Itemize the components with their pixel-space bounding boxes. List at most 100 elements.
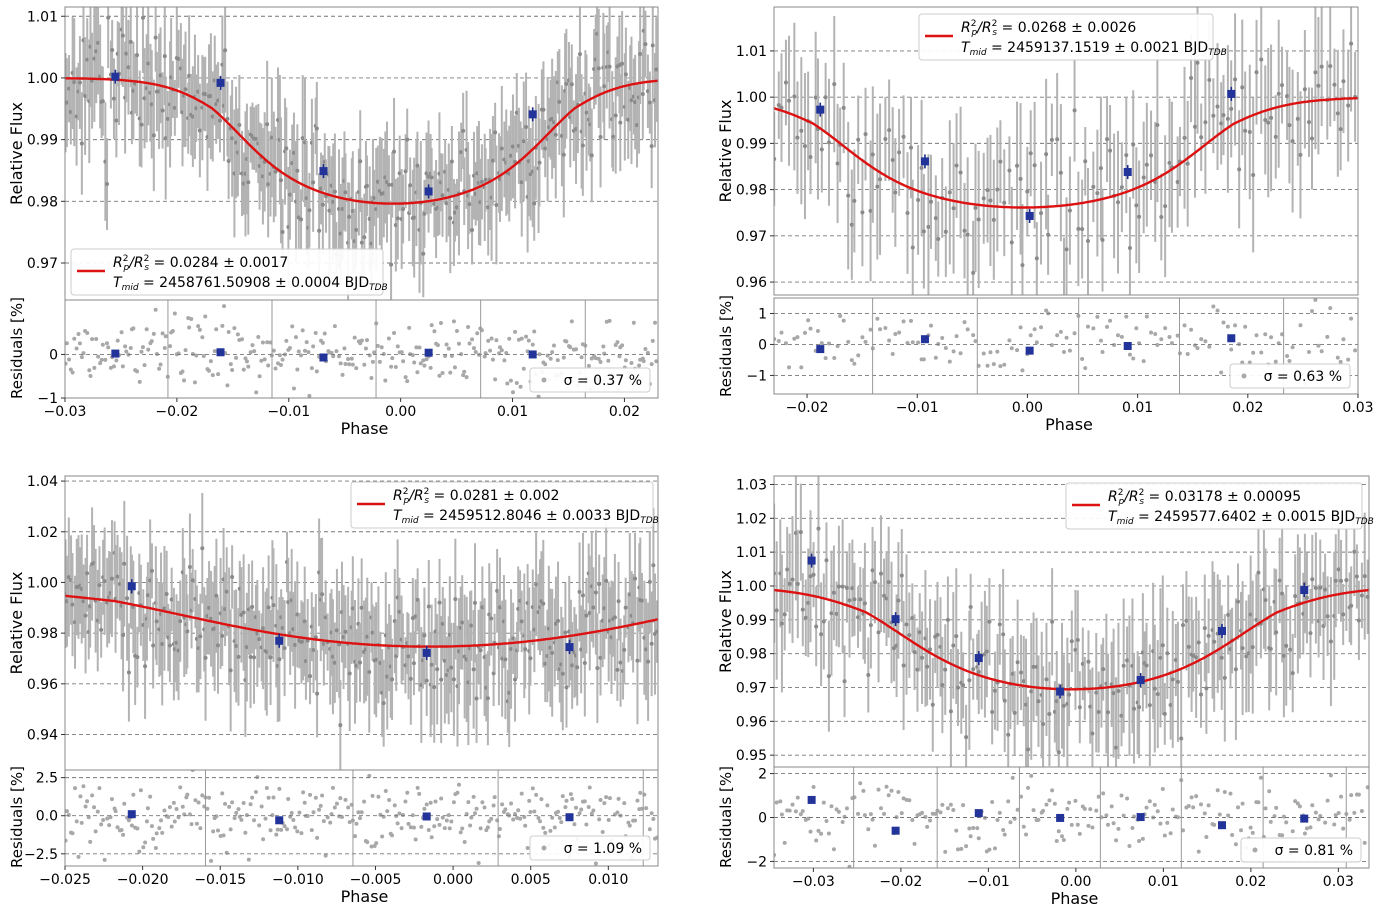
residual-point xyxy=(225,383,230,388)
data-point xyxy=(1131,142,1136,147)
data-point xyxy=(844,585,849,590)
residual-point xyxy=(1153,331,1158,336)
residual-point xyxy=(620,343,625,348)
residual-point xyxy=(503,807,508,812)
residual-point xyxy=(574,347,579,352)
ytick-label: 0.99 xyxy=(736,136,767,152)
data-point xyxy=(164,591,169,596)
residual-point xyxy=(1309,309,1314,314)
binned-residual xyxy=(528,350,537,359)
data-point xyxy=(109,576,114,581)
data-point xyxy=(300,136,305,141)
residual-point xyxy=(443,353,448,358)
binned-point xyxy=(1227,89,1236,98)
data-point xyxy=(1328,64,1333,69)
residual-point xyxy=(548,828,553,833)
data-point xyxy=(1325,614,1330,619)
residual-point xyxy=(1049,343,1054,348)
data-point xyxy=(1349,41,1354,46)
data-point xyxy=(537,160,542,165)
residual-point xyxy=(476,860,481,865)
residual-point xyxy=(290,324,295,329)
residual-point xyxy=(1119,793,1124,798)
residual-point xyxy=(866,827,871,832)
residual-point xyxy=(1217,812,1222,817)
residual-point xyxy=(518,816,523,821)
data-point xyxy=(422,633,427,638)
residual-point xyxy=(1325,334,1330,339)
residual-point xyxy=(475,331,480,336)
residual-point xyxy=(357,816,362,821)
data-point xyxy=(287,192,292,197)
data-point xyxy=(252,655,257,660)
data-point xyxy=(295,168,300,173)
residual-point xyxy=(635,798,640,803)
data-point xyxy=(197,128,202,133)
residual-point xyxy=(163,334,168,339)
residual-point xyxy=(1248,825,1253,830)
data-points xyxy=(774,476,1369,767)
data-point xyxy=(886,580,891,585)
data-point xyxy=(79,141,84,146)
residual-point xyxy=(246,857,251,862)
residual-point xyxy=(83,804,88,809)
data-point xyxy=(943,229,948,234)
xtick-label: −0.020 xyxy=(117,872,169,888)
residual-point xyxy=(1341,826,1346,831)
data-point xyxy=(1088,704,1093,709)
residual-point xyxy=(276,361,281,366)
residual-point xyxy=(973,339,978,344)
residual-point xyxy=(1240,360,1245,365)
data-point xyxy=(1365,594,1369,599)
data-point xyxy=(910,245,915,250)
residual-point xyxy=(841,318,846,323)
residual-point xyxy=(499,348,504,353)
data-point xyxy=(832,82,837,87)
residual-point xyxy=(338,796,343,801)
residual-point xyxy=(1036,817,1041,822)
residual-point xyxy=(1298,323,1303,328)
residual-point xyxy=(1001,828,1006,833)
residual-point xyxy=(73,786,78,791)
residual-point xyxy=(552,343,557,348)
residual-point xyxy=(1284,820,1289,825)
xtick-label: −0.01 xyxy=(967,874,1010,890)
binned-point xyxy=(920,157,929,166)
residual-point xyxy=(1290,345,1295,350)
data-point xyxy=(550,650,555,655)
data-point xyxy=(499,146,504,151)
residual-point xyxy=(370,793,375,798)
residual-point xyxy=(808,326,813,331)
data-point xyxy=(397,171,402,176)
residual-point xyxy=(1044,802,1049,807)
residual-point xyxy=(99,357,104,362)
residual-point xyxy=(1055,333,1060,338)
binned-point xyxy=(319,167,328,176)
data-point xyxy=(655,629,658,634)
residual-point xyxy=(78,794,83,799)
residual-point xyxy=(172,819,177,824)
data-point xyxy=(951,643,956,648)
residual-point xyxy=(816,828,821,833)
residual-point xyxy=(1341,337,1346,342)
residual-point xyxy=(101,818,106,823)
data-point xyxy=(893,190,898,195)
data-point xyxy=(1273,134,1278,139)
residual-point xyxy=(616,796,621,801)
data-point xyxy=(1054,699,1059,704)
data-point xyxy=(920,655,925,660)
residual-point xyxy=(987,847,992,852)
residual-point xyxy=(417,791,422,796)
data-point xyxy=(65,100,69,105)
residual-point xyxy=(105,816,110,821)
residual-point xyxy=(363,346,368,351)
residual-point xyxy=(216,372,221,377)
residual-point xyxy=(1015,348,1020,353)
residual-point xyxy=(959,846,964,851)
residual-point xyxy=(637,363,642,368)
residual-point xyxy=(622,801,627,806)
data-point xyxy=(1215,104,1220,109)
data-point xyxy=(503,657,508,662)
